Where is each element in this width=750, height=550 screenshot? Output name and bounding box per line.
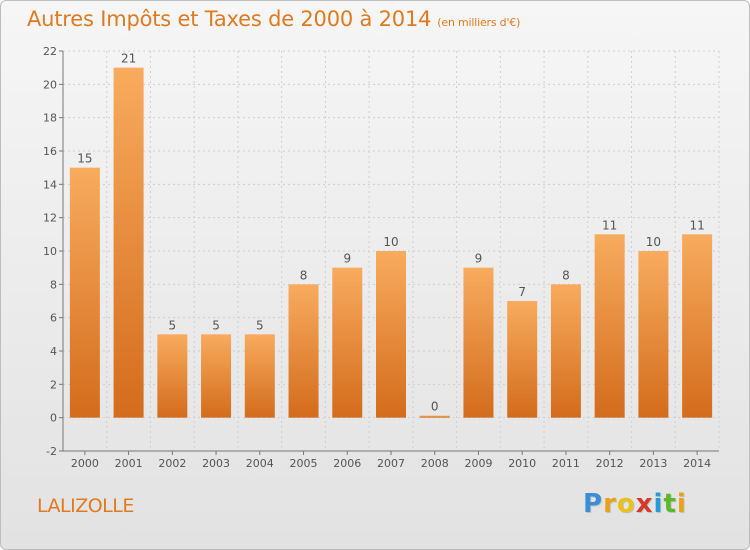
x-tick-label: 2014 bbox=[683, 457, 711, 470]
bar bbox=[550, 284, 581, 418]
data-label: 11 bbox=[689, 218, 704, 232]
data-label: 8 bbox=[562, 268, 570, 282]
x-tick-label: 2001 bbox=[115, 457, 143, 470]
chart-subtitle: (en milliers d'€) bbox=[437, 16, 521, 29]
data-label: 7 bbox=[518, 285, 526, 299]
brand-letter: P bbox=[583, 489, 604, 519]
x-tick-label: 2005 bbox=[290, 457, 318, 470]
x-tick-label: 2010 bbox=[508, 457, 536, 470]
bar bbox=[594, 234, 625, 418]
data-label: 8 bbox=[300, 268, 308, 282]
y-tick-label: 22 bbox=[43, 45, 57, 58]
y-tick-label: 20 bbox=[43, 78, 57, 91]
y-tick-label: 10 bbox=[43, 245, 57, 258]
bar bbox=[244, 334, 275, 418]
bar bbox=[507, 301, 538, 418]
bar bbox=[201, 334, 232, 418]
bar bbox=[157, 334, 188, 418]
brand-letter: o bbox=[616, 489, 636, 519]
data-label: 5 bbox=[169, 318, 177, 332]
bar bbox=[682, 234, 713, 418]
chart-title-text: Autres Impôts et Taxes de 2000 à 2014 bbox=[27, 7, 432, 31]
y-tick-label: 14 bbox=[43, 178, 57, 191]
brand-letter: t bbox=[663, 489, 677, 519]
data-label: 9 bbox=[343, 252, 351, 266]
x-tick-label: 2004 bbox=[246, 457, 274, 470]
data-label: 9 bbox=[475, 252, 483, 266]
bar bbox=[288, 284, 319, 418]
y-tick-label: 8 bbox=[50, 278, 57, 291]
axes bbox=[59, 50, 719, 455]
data-label: 5 bbox=[256, 318, 264, 332]
x-tick-label: 2006 bbox=[333, 457, 361, 470]
bar bbox=[463, 267, 494, 418]
y-tick-label: 18 bbox=[43, 112, 57, 125]
y-tick-label: 0 bbox=[50, 412, 57, 425]
x-tick-label: 2008 bbox=[421, 457, 449, 470]
commune-name: LALIZOLLE bbox=[37, 495, 134, 517]
y-tick-label: 4 bbox=[50, 345, 57, 358]
bar bbox=[376, 251, 406, 418]
data-label: 0 bbox=[431, 400, 439, 414]
x-tick-label: 2012 bbox=[596, 457, 624, 470]
brand-letter: r bbox=[603, 489, 617, 519]
y-tick-label: 16 bbox=[43, 145, 57, 158]
y-tick-label: 2 bbox=[50, 378, 57, 391]
x-tick-label: 2013 bbox=[639, 457, 667, 470]
bar bbox=[419, 415, 450, 418]
labels: -2 0 2 4 6 8 10 12 14 16 18 20 22 15 2000 21 2001 5 2002 5 2… bbox=[43, 45, 711, 470]
bar bbox=[69, 167, 100, 418]
data-label: 10 bbox=[646, 235, 661, 249]
x-tick-label: 2007 bbox=[377, 457, 405, 470]
chart-title: Autres Impôts et Taxes de 2000 à 2014 (en… bbox=[27, 7, 520, 31]
y-tick-label: 12 bbox=[43, 212, 57, 225]
data-label: 10 bbox=[383, 235, 398, 249]
brand-letter: i bbox=[676, 489, 687, 519]
bar bbox=[638, 251, 669, 418]
data-label: 15 bbox=[77, 152, 92, 166]
bar bbox=[332, 267, 363, 418]
x-tick-label: 2011 bbox=[552, 457, 580, 470]
x-tick-label: 2003 bbox=[202, 457, 230, 470]
data-label: 21 bbox=[121, 52, 136, 66]
x-tick-label: 2000 bbox=[71, 457, 99, 470]
x-tick-label: 2002 bbox=[158, 457, 186, 470]
data-label: 5 bbox=[212, 318, 220, 332]
brand-letter: x bbox=[635, 489, 654, 519]
x-tick-label: 2009 bbox=[464, 457, 492, 470]
bar bbox=[113, 67, 144, 418]
brand-letter: i bbox=[653, 489, 664, 519]
bars bbox=[69, 67, 713, 418]
data-label: 11 bbox=[602, 218, 617, 232]
brand-logo[interactable]: Proxiti bbox=[583, 489, 687, 519]
y-tick-label: -2 bbox=[46, 445, 57, 458]
y-tick-label: 6 bbox=[50, 312, 57, 325]
